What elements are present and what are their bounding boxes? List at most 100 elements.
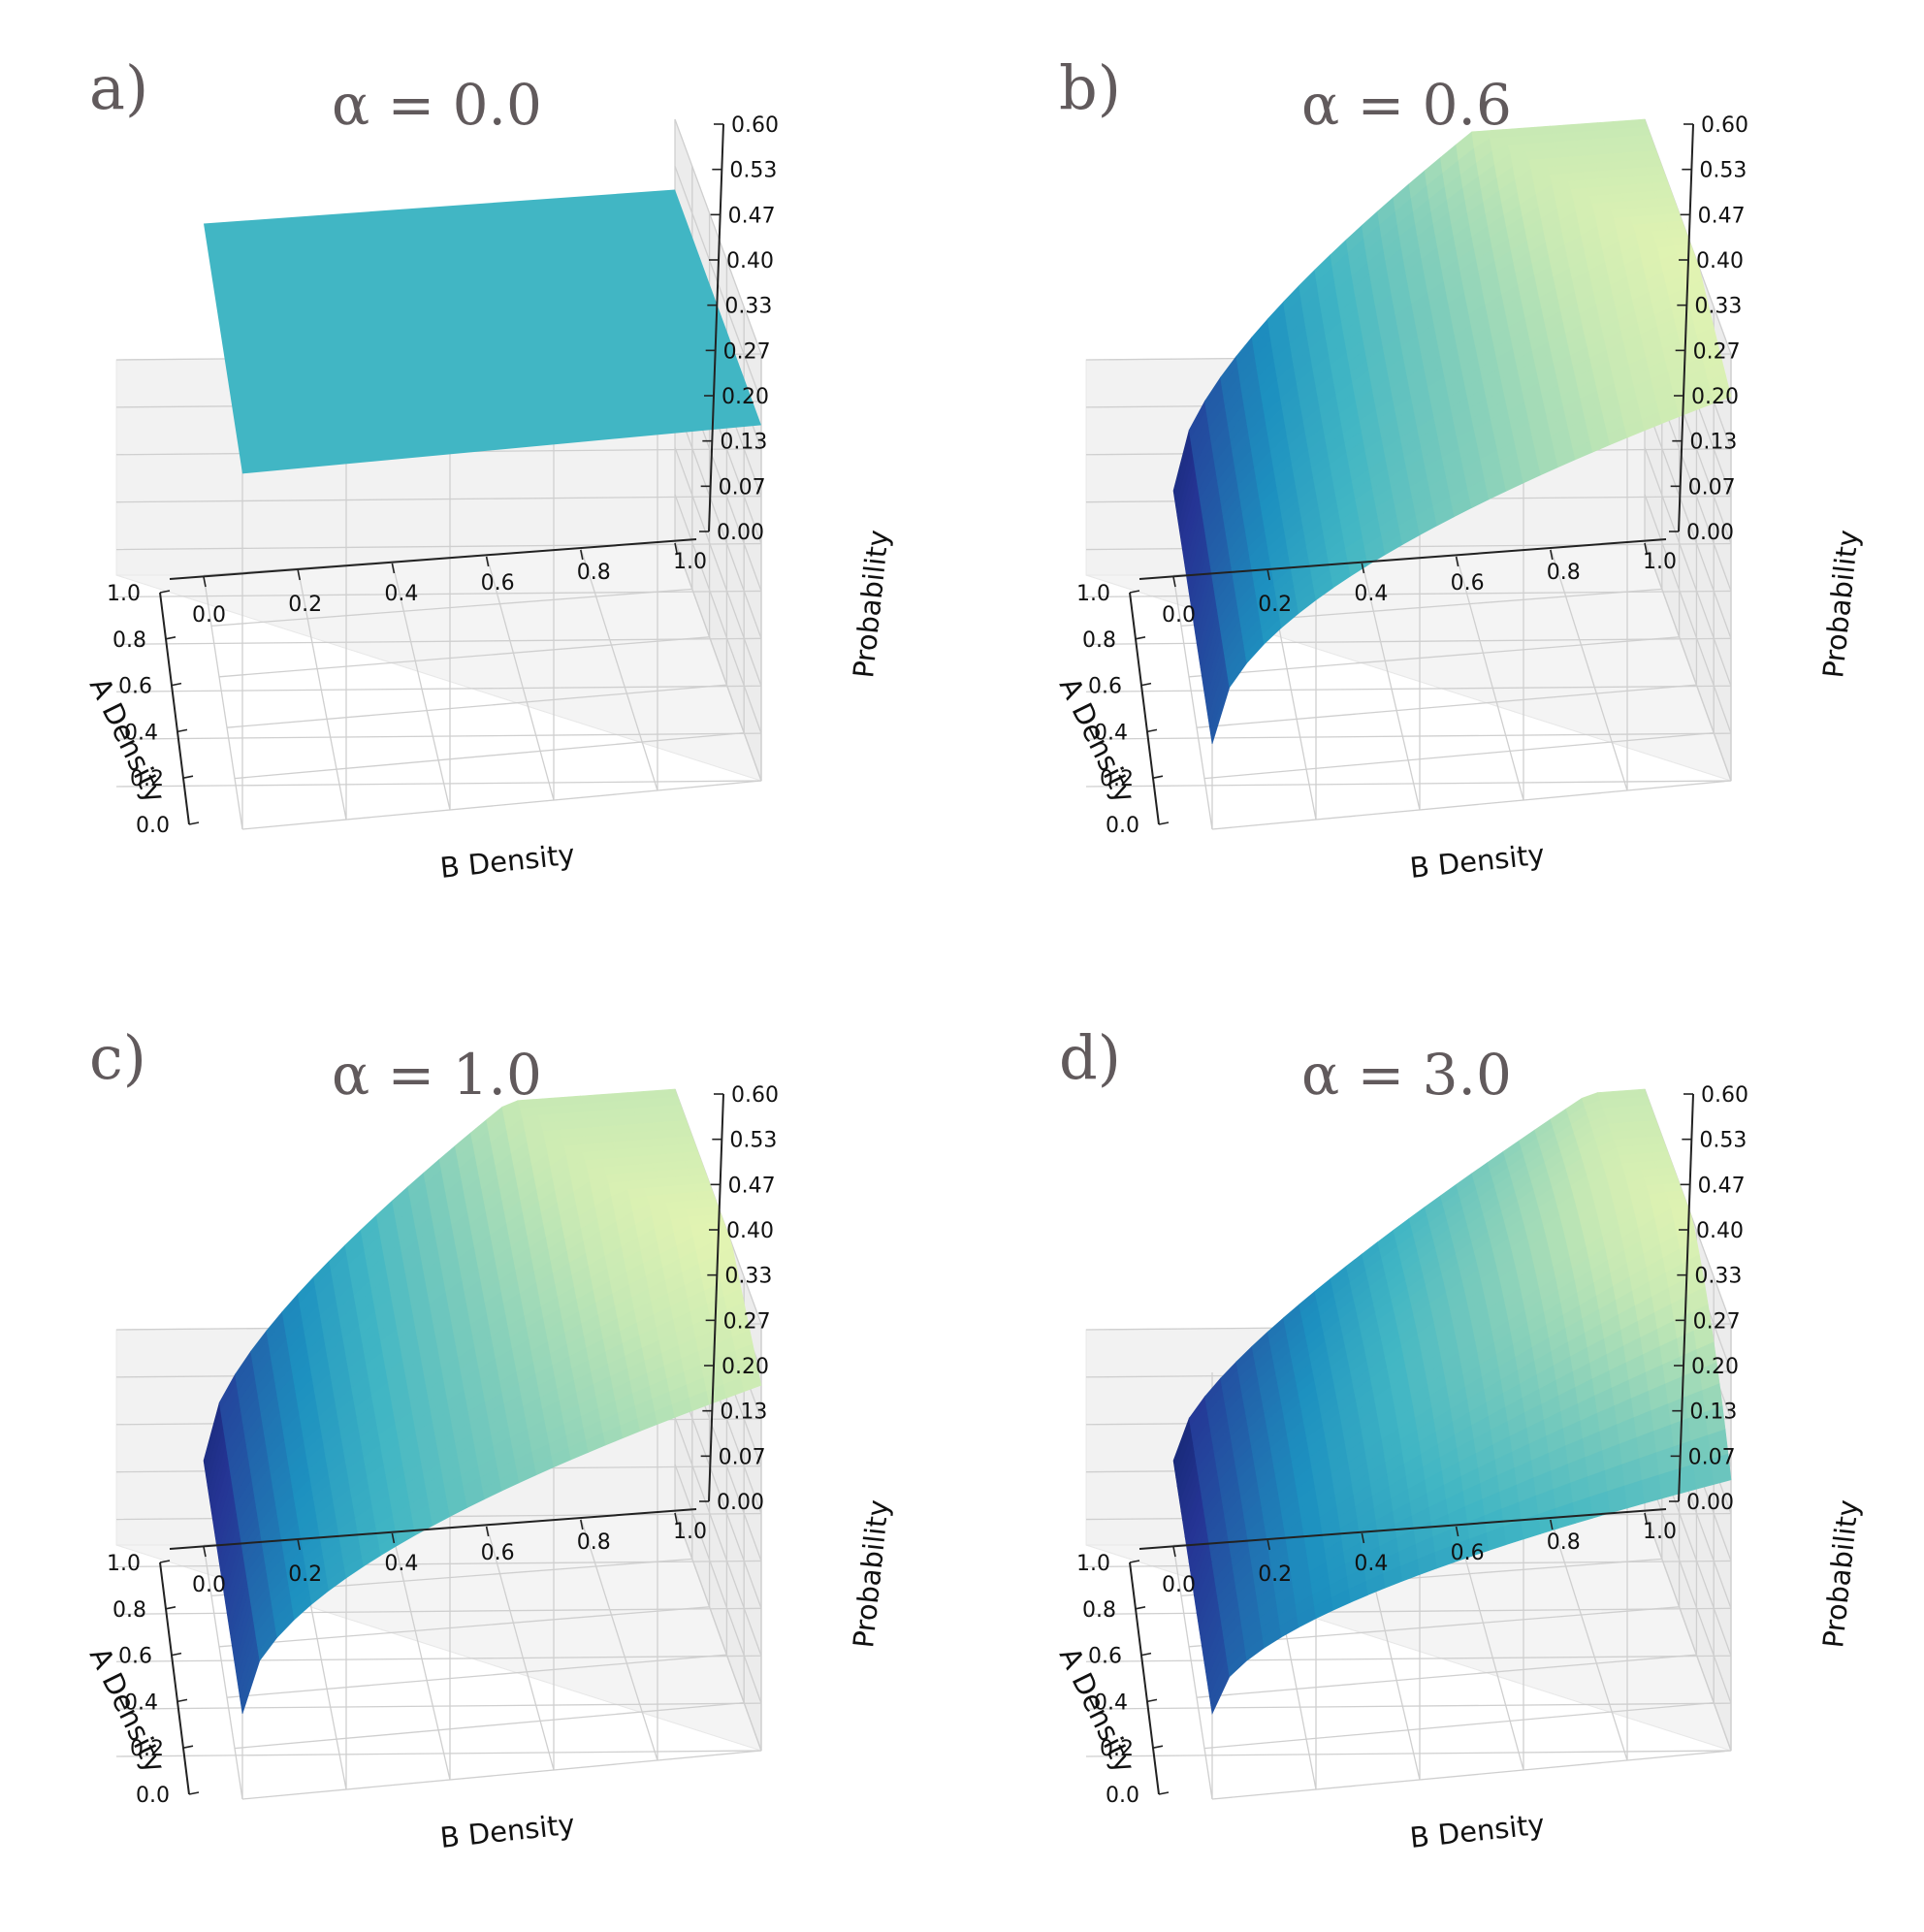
surface-patch (1602, 137, 1622, 147)
surface-patch (658, 1088, 679, 1099)
x-tick-label: 0.6 (481, 1541, 515, 1565)
surface-patch (649, 1153, 669, 1164)
y-tick-label: 0.2 (130, 1737, 164, 1761)
surface-patch (1620, 144, 1641, 154)
z-tick-label: 0.20 (722, 1355, 769, 1379)
x-tick-label: 0.4 (1354, 582, 1388, 606)
surface-patch (1640, 1168, 1661, 1178)
z-axis-line (1678, 1093, 1694, 1502)
x-axis-title: B Density (438, 1808, 576, 1854)
surface-patch (1623, 151, 1644, 162)
surface-patch (1573, 146, 1593, 157)
z-grid-back (115, 780, 762, 788)
x-tick (297, 1539, 301, 1551)
surface-patch (595, 1142, 616, 1152)
x-tick-label: 0.8 (1547, 561, 1581, 585)
y-tick (1135, 636, 1146, 640)
surface-patch (1640, 1119, 1660, 1130)
surface-patch (1641, 1474, 1662, 1504)
surface-patch (540, 1121, 560, 1132)
surface-patch (643, 1089, 663, 1100)
surface-patch (1581, 171, 1601, 181)
surface-patch (1611, 160, 1631, 171)
surface-patch (681, 1151, 702, 1162)
surface-patch (549, 1096, 568, 1107)
z-tick-label: 0.53 (729, 1129, 777, 1153)
x-tick (1644, 1512, 1648, 1524)
surface-patch (554, 1112, 573, 1123)
surface (204, 189, 761, 474)
x-tick (1172, 1546, 1176, 1558)
surface-patch (566, 1103, 587, 1113)
surface-patch (1605, 1114, 1625, 1125)
x-grid-floor (485, 554, 555, 801)
surface-patch (1565, 172, 1586, 182)
y-grid-floor (234, 1701, 745, 1750)
surface-patch (648, 1106, 668, 1115)
surface-patch (1637, 190, 1658, 201)
z-tick-label: 0.27 (1693, 1309, 1741, 1334)
y-grid-floor (218, 1606, 710, 1648)
z-tick-label: 0.33 (1694, 1265, 1742, 1289)
surface-patch (556, 1120, 576, 1131)
chart-panel-c: 0.0 0.2 0.4 0.6 0.8 1.0 0.0 0.2 0.4 0.6 0.8 1.0 0.00… (0, 970, 962, 1932)
y-grid-floor (210, 588, 692, 628)
surface-patch (597, 1149, 618, 1160)
surface-patch (1597, 169, 1618, 179)
y-grid-floor (226, 1654, 727, 1698)
surface-patch (1557, 147, 1578, 158)
x-tick (1455, 556, 1459, 567)
x-tick (203, 576, 207, 588)
x-tick (580, 549, 584, 561)
surface-patch (1584, 130, 1604, 141)
surface-patch (1547, 165, 1567, 176)
z-tick-label: 0.00 (1686, 521, 1734, 545)
surface-patch (1624, 200, 1645, 210)
z-tick-label: 0.47 (728, 204, 776, 228)
surface-patch (1541, 149, 1561, 160)
x-axis-title: B Density (1408, 838, 1546, 885)
surface-patch (611, 1092, 631, 1103)
panel-label: c) (89, 1022, 146, 1093)
x-tick-label: 0.0 (1162, 603, 1196, 628)
surface-patch (684, 1159, 705, 1170)
z-tick-label: 0.13 (1689, 1401, 1737, 1425)
surface-patch (582, 1150, 602, 1161)
y-tick (1129, 590, 1140, 594)
surface-patch (614, 1100, 634, 1111)
surface-patch (1653, 1159, 1675, 1170)
z-grid-back (1085, 637, 1732, 645)
panel-title: α = 1.0 (332, 1042, 542, 1108)
x-tick (1550, 1519, 1554, 1530)
surface-patch (1710, 384, 1732, 404)
surface-patch (1602, 185, 1623, 196)
surface-patch (577, 1135, 597, 1145)
y-tick-label: 1.0 (107, 1552, 141, 1576)
y-grid-floor (226, 684, 727, 728)
x-tick-label: 0.8 (1547, 1530, 1581, 1555)
panel-label: b) (1059, 52, 1121, 123)
surface-patch (598, 1101, 619, 1111)
x-tick-label: 0.2 (288, 593, 322, 617)
y-tick (1146, 728, 1158, 733)
z-tick-label: 0.07 (1688, 1445, 1736, 1469)
y-tick (1140, 1652, 1152, 1657)
surface-patch (1553, 132, 1572, 143)
x-grid-floor (485, 1524, 555, 1771)
x-tick (1361, 563, 1365, 574)
y-tick (159, 590, 171, 594)
x-tick (580, 1519, 584, 1530)
surface-patch (574, 1127, 594, 1138)
x-tick-label: 0.2 (288, 1562, 322, 1587)
surface-patch (1594, 161, 1615, 172)
surface-patch (1648, 1143, 1669, 1154)
x-grid-floor (674, 540, 762, 782)
y-tick-label: 0.4 (1094, 1690, 1128, 1715)
y-tick-label: 0.8 (112, 628, 146, 653)
surface-patch (1559, 156, 1580, 167)
surface-patch (667, 1111, 688, 1122)
y-tick (1158, 821, 1170, 825)
surface-patch (1565, 123, 1586, 134)
x-grid-floor (203, 574, 243, 830)
surface-patch (1605, 193, 1625, 204)
